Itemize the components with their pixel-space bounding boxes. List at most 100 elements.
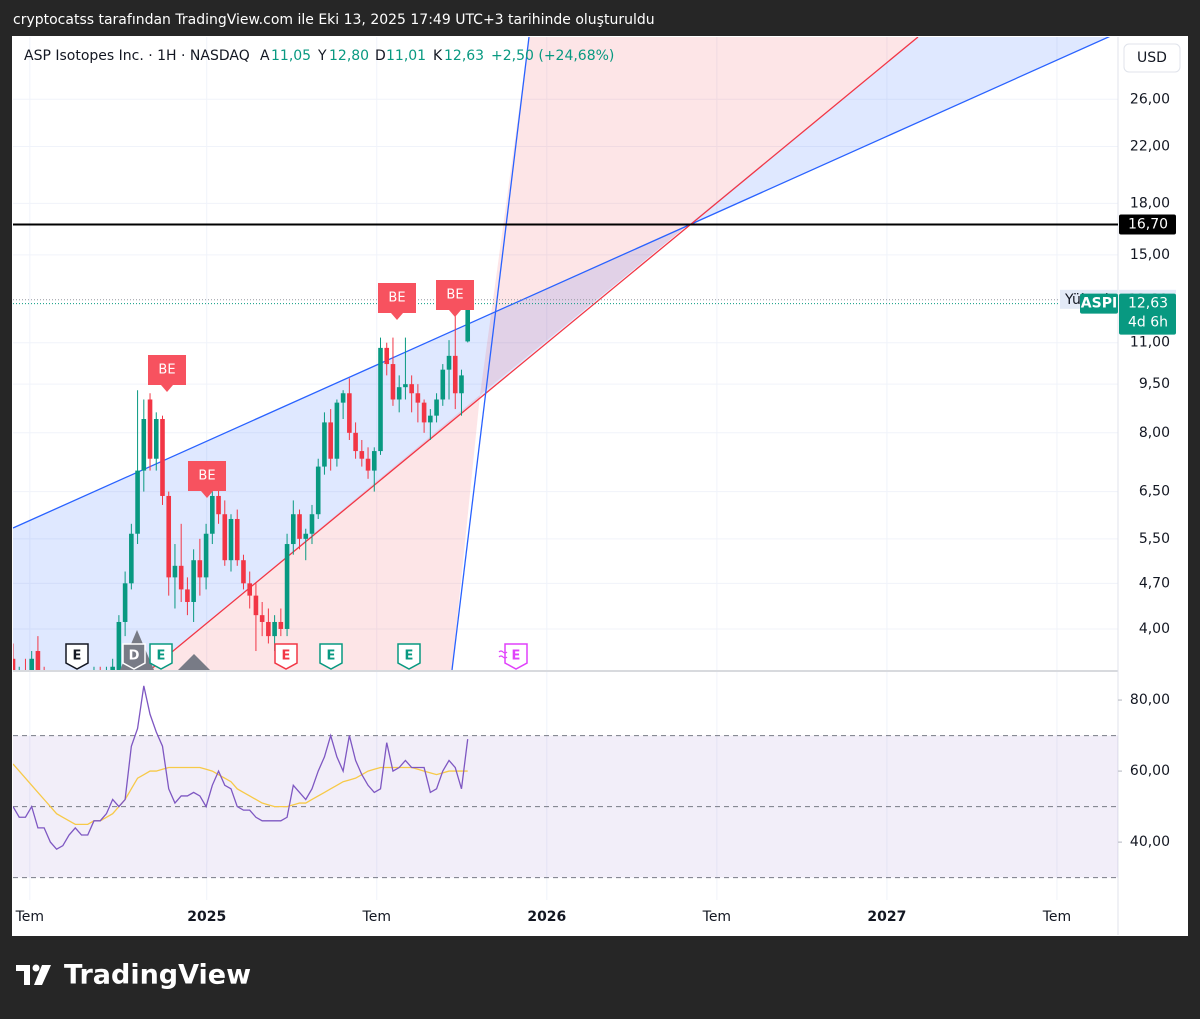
rsi-tick-label: 40,00 [1130, 834, 1170, 850]
change: +2,50 (+24,68%) [491, 48, 614, 64]
x-tick-label: 2025 [187, 909, 226, 925]
level-badge [1119, 214, 1176, 235]
candle-body [297, 514, 302, 539]
last-badge [1119, 293, 1176, 335]
fan-fill [13, 225, 688, 670]
candle-body [203, 533, 209, 578]
trend-line [451, 37, 530, 670]
currency-box[interactable] [1123, 43, 1181, 73]
dividend-marker [436, 280, 474, 317]
brand: TradingView [64, 960, 251, 991]
legend-key: Y [317, 48, 327, 64]
candle-body [141, 419, 147, 471]
legend-value: 11,05 [271, 48, 311, 64]
candle-body [172, 565, 178, 578]
last-label: 12,63 [1128, 296, 1168, 312]
dividend-label: BE [198, 469, 215, 484]
candle-body [328, 422, 333, 459]
earnings-label: D [129, 649, 140, 664]
y-tick-label: 9,50 [1139, 376, 1170, 392]
candle-body [241, 560, 246, 584]
candles [13, 299, 471, 670]
candle-body [465, 303, 471, 342]
candle-body [272, 621, 277, 637]
candle-body [234, 518, 240, 561]
candle-body [197, 560, 203, 578]
candle-body [160, 419, 165, 496]
y-tick-label: 4,70 [1139, 575, 1170, 591]
rsi-line [13, 685, 469, 851]
candle-body [247, 583, 252, 596]
candle-body [110, 666, 115, 670]
candle-body [365, 458, 371, 471]
candle-body [353, 432, 358, 452]
y-tick-label: 22,00 [1130, 139, 1170, 155]
drawings [13, 37, 1111, 670]
dividend-label: BE [388, 291, 405, 306]
legend-key: A [260, 48, 270, 64]
earnings-marker [397, 643, 421, 670]
candle-body [266, 621, 271, 637]
candle-body [29, 658, 34, 670]
candle-body [222, 514, 228, 561]
candle-body [259, 615, 265, 622]
candle-body [210, 495, 215, 534]
currency[interactable]: USD [1137, 50, 1167, 66]
candle-body [185, 589, 190, 602]
earnings-marker [504, 643, 528, 670]
candle-body [122, 583, 128, 622]
candle-body [153, 419, 159, 459]
candle-body [440, 369, 446, 400]
earnings-label: E [282, 649, 291, 664]
x-tick-label: Tem [1042, 909, 1071, 925]
candle-body [253, 595, 259, 616]
symbol: ASP Isotopes Inc. · 1H · NASDAQ [24, 48, 250, 64]
candle-body [284, 544, 290, 629]
earnings-label: E [327, 649, 336, 664]
candle-body [347, 393, 352, 433]
earnings-label: E [73, 649, 82, 664]
candle-body [378, 347, 383, 452]
dividend-marker [378, 283, 416, 320]
candle-body [191, 560, 196, 602]
earnings-marker [149, 643, 173, 670]
earnings-label: E [512, 649, 521, 664]
earnings-marker [122, 643, 146, 670]
x-tick-label: 2026 [527, 909, 566, 925]
countdown: 4d 6h [1128, 315, 1168, 331]
x-tick-label: 2027 [867, 909, 906, 925]
candle-body [334, 402, 340, 459]
rsi-tick-label: 80,00 [1130, 692, 1170, 708]
candle-body [340, 393, 346, 403]
candle-body [371, 451, 377, 471]
dividend-label: BE [446, 288, 463, 303]
candle-body [409, 384, 414, 394]
candle-body [384, 347, 390, 365]
dividend-marker [188, 461, 226, 498]
candle-body [228, 518, 234, 561]
candle-body [13, 658, 16, 670]
candle-body [290, 514, 296, 545]
earnings-marker [319, 643, 343, 670]
candle-body [303, 533, 309, 539]
candle-body [216, 495, 221, 515]
trend-line [149, 37, 919, 670]
dividend-label: BE [158, 363, 175, 378]
candle-body [403, 384, 408, 388]
dividend-marker [148, 355, 186, 392]
y-tick-label: 6,50 [1139, 484, 1170, 500]
rsi-tick-label: 60,00 [1130, 763, 1170, 779]
legend-key: D [375, 48, 386, 64]
candle-body [135, 470, 140, 534]
candle-body [315, 466, 321, 515]
x-tick-label: Tem [15, 909, 44, 925]
candle-body [278, 621, 284, 629]
y-tick-label: 15,00 [1130, 247, 1170, 263]
earnings-label: E [405, 649, 414, 664]
candle-body [434, 399, 439, 416]
y-tick-label: 26,00 [1130, 91, 1170, 107]
grid [13, 37, 1118, 900]
earnings-marker [274, 643, 298, 670]
